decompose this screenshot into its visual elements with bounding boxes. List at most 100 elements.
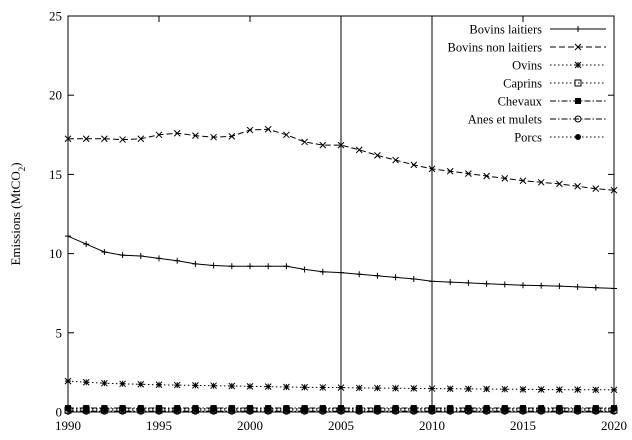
data-point	[137, 135, 145, 143]
data-point	[592, 284, 599, 291]
data-point	[574, 386, 581, 394]
data-point	[429, 405, 435, 412]
data-point	[446, 385, 454, 393]
legend-label: Porcs	[514, 131, 542, 145]
data-point	[301, 383, 308, 391]
data-point	[264, 125, 272, 133]
data-point	[283, 383, 290, 391]
data-point	[392, 274, 399, 281]
data-point	[319, 405, 326, 412]
data-point	[192, 405, 199, 412]
data-point	[137, 252, 144, 259]
data-point	[355, 146, 363, 154]
data-point	[65, 233, 71, 240]
legend-item: Ovins	[512, 59, 606, 73]
legend-marker	[574, 61, 582, 69]
data-point	[428, 165, 436, 173]
data-point	[119, 136, 126, 143]
data-point	[192, 132, 199, 139]
data-point	[465, 170, 472, 177]
data-point	[556, 386, 563, 394]
data-point	[446, 167, 454, 175]
data-point	[537, 178, 545, 186]
data-point	[520, 282, 526, 289]
data-point	[574, 283, 581, 290]
y-tick-label: 10	[49, 246, 62, 261]
data-point	[101, 379, 108, 387]
x-tick-label: 1990	[55, 418, 81, 433]
data-point	[410, 385, 418, 392]
data-point	[101, 135, 108, 143]
data-point	[374, 152, 381, 159]
data-point	[610, 186, 618, 194]
data-point	[319, 384, 327, 391]
data-point	[119, 405, 126, 412]
data-point	[501, 281, 508, 288]
legend-label: Bovins laitiers	[469, 23, 542, 37]
y-axis-label: Emissions (MtCO2)	[8, 162, 27, 265]
data-point	[101, 249, 108, 256]
y-tick-label: 5	[56, 325, 63, 340]
data-point	[519, 385, 527, 393]
legend-label: Chevaux	[498, 95, 543, 109]
data-point	[556, 283, 563, 290]
data-point	[447, 279, 454, 286]
data-point	[173, 129, 181, 137]
data-point	[64, 377, 72, 385]
data-point	[65, 405, 71, 412]
data-point	[611, 405, 617, 412]
data-point	[173, 381, 181, 389]
x-tick-label: 2000	[237, 418, 263, 433]
data-point	[429, 278, 435, 285]
legend-label: Caprins	[503, 77, 542, 91]
data-point	[246, 126, 254, 134]
data-point	[64, 135, 72, 143]
legend-marker	[574, 79, 582, 87]
data-point	[374, 405, 381, 412]
data-point	[265, 263, 272, 270]
data-point	[556, 180, 563, 188]
data-point	[156, 255, 162, 262]
legend-label: Bovins non laitiers	[448, 41, 543, 55]
y-tick-label: 25	[49, 9, 62, 24]
data-point	[192, 382, 199, 389]
data-point	[356, 271, 363, 278]
data-point	[483, 405, 490, 412]
legend-item: Chevaux	[498, 95, 606, 109]
data-point	[265, 405, 272, 412]
data-point	[228, 405, 235, 412]
data-point	[338, 269, 344, 276]
data-point	[247, 263, 253, 270]
data-point	[520, 405, 526, 412]
data-point	[210, 405, 217, 412]
legend-label: Ovins	[512, 59, 542, 73]
data-point	[538, 282, 545, 289]
data-point	[228, 382, 236, 390]
data-point	[483, 385, 490, 393]
x-tick-label: 2010	[419, 418, 445, 433]
data-point	[174, 257, 181, 264]
data-point	[83, 241, 90, 248]
data-point	[374, 272, 381, 279]
data-point	[228, 263, 235, 270]
data-point	[337, 141, 345, 149]
data-point	[319, 268, 326, 275]
data-point	[283, 263, 290, 270]
data-point	[246, 382, 254, 390]
data-point	[428, 385, 436, 392]
data-point	[538, 405, 545, 412]
data-point	[319, 141, 327, 149]
axis-ticks: 1990 1995 2000 2005 2010 2015 2020 0 5 10 15 20 25	[49, 9, 627, 434]
data-point	[465, 279, 472, 286]
data-point	[338, 405, 344, 412]
data-point	[247, 405, 253, 412]
y-tick-label: 15	[49, 167, 62, 182]
data-point	[156, 405, 162, 412]
legend-item: Porcs	[514, 131, 606, 145]
legend-marker	[575, 98, 581, 104]
y-tick-label: 20	[49, 88, 62, 103]
legend-marker	[574, 43, 582, 51]
data-point	[374, 384, 381, 392]
data-point	[501, 175, 509, 182]
